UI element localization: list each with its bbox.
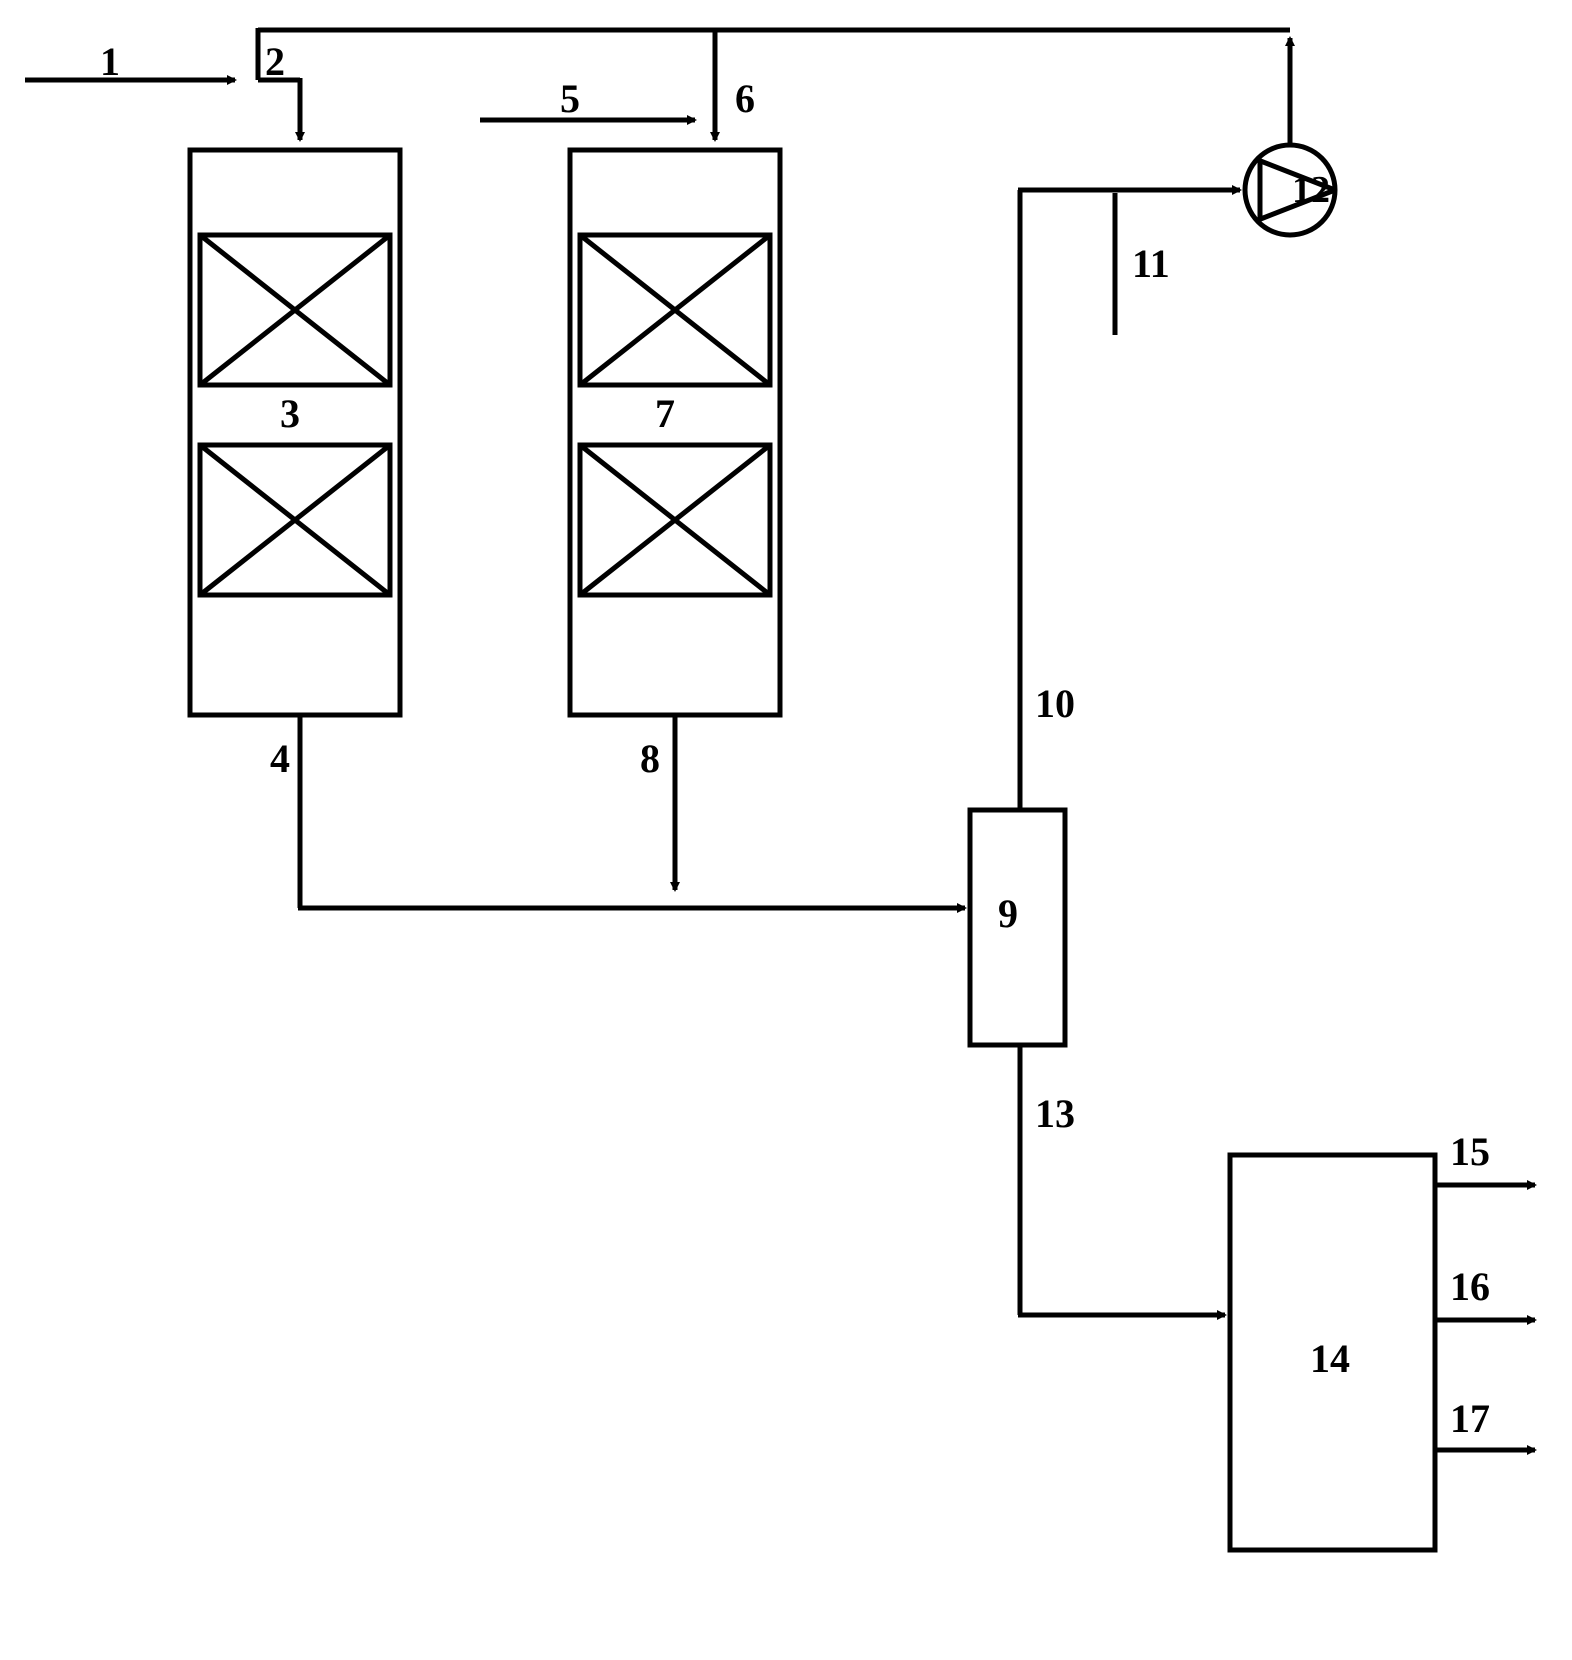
- label-14: 14: [1310, 1335, 1350, 1382]
- label-6: 6: [735, 75, 755, 122]
- label-2: 2: [265, 38, 285, 85]
- process-flow-diagram: 1 2 3 4 5 6 7 8 9 10 11 12 13 14 15 16 1…: [0, 0, 1572, 1660]
- label-12: 12: [1292, 168, 1330, 212]
- label-8: 8: [640, 735, 660, 782]
- label-3: 3: [280, 390, 300, 437]
- reactor-2: [570, 150, 780, 715]
- label-10: 10: [1035, 680, 1075, 727]
- label-11: 11: [1132, 240, 1170, 287]
- diagram-svg: [0, 0, 1572, 1660]
- label-13: 13: [1035, 1090, 1075, 1137]
- label-16: 16: [1450, 1263, 1490, 1310]
- label-5: 5: [560, 75, 580, 122]
- label-4: 4: [270, 735, 290, 782]
- label-1: 1: [100, 38, 120, 85]
- label-15: 15: [1450, 1128, 1490, 1175]
- label-7: 7: [655, 390, 675, 437]
- label-9: 9: [998, 890, 1018, 937]
- label-17: 17: [1450, 1395, 1490, 1442]
